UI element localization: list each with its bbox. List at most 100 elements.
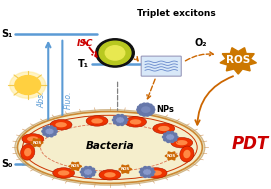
Circle shape — [117, 123, 120, 125]
Ellipse shape — [153, 123, 175, 134]
Circle shape — [125, 119, 128, 121]
Circle shape — [149, 112, 152, 115]
Text: ROS: ROS — [32, 141, 41, 145]
Circle shape — [96, 39, 134, 67]
Circle shape — [138, 111, 141, 113]
Circle shape — [143, 103, 146, 106]
Ellipse shape — [27, 136, 39, 142]
Text: ISC: ISC — [77, 39, 94, 48]
Circle shape — [121, 115, 124, 117]
Ellipse shape — [130, 119, 141, 125]
Ellipse shape — [21, 144, 35, 160]
Text: Fluo.: Fluo. — [64, 91, 73, 109]
Circle shape — [150, 111, 154, 113]
Polygon shape — [165, 152, 178, 160]
Circle shape — [147, 167, 151, 169]
Polygon shape — [220, 48, 256, 74]
Ellipse shape — [58, 170, 69, 176]
Circle shape — [93, 171, 96, 173]
Circle shape — [114, 122, 117, 124]
Circle shape — [151, 168, 154, 170]
Circle shape — [85, 167, 88, 169]
Text: S₁: S₁ — [1, 29, 12, 39]
Circle shape — [50, 126, 53, 128]
Circle shape — [50, 135, 53, 137]
Ellipse shape — [53, 168, 75, 178]
Ellipse shape — [125, 117, 146, 127]
Circle shape — [163, 136, 166, 138]
Circle shape — [114, 115, 126, 125]
Circle shape — [43, 133, 46, 135]
Circle shape — [15, 76, 41, 94]
Circle shape — [152, 171, 155, 173]
Ellipse shape — [50, 119, 72, 130]
Text: ROS: ROS — [121, 167, 130, 171]
Circle shape — [174, 133, 177, 136]
Ellipse shape — [180, 146, 194, 162]
Circle shape — [85, 175, 88, 177]
FancyBboxPatch shape — [141, 56, 181, 76]
Circle shape — [144, 167, 147, 169]
Circle shape — [144, 175, 147, 177]
FancyArrowPatch shape — [195, 76, 233, 125]
Circle shape — [42, 130, 45, 132]
Polygon shape — [119, 165, 132, 173]
Text: ROS: ROS — [226, 56, 250, 65]
Circle shape — [140, 104, 143, 107]
Ellipse shape — [176, 140, 188, 145]
Circle shape — [151, 108, 155, 111]
Circle shape — [92, 174, 95, 176]
Text: PDT: PDT — [231, 135, 269, 153]
Circle shape — [88, 175, 92, 177]
Circle shape — [53, 133, 56, 135]
Ellipse shape — [171, 138, 193, 148]
Circle shape — [174, 139, 177, 141]
Ellipse shape — [22, 134, 44, 144]
Circle shape — [124, 116, 127, 119]
Text: T₁: T₁ — [78, 59, 89, 69]
Circle shape — [54, 130, 57, 132]
Circle shape — [164, 132, 176, 142]
Text: Bacteria: Bacteria — [86, 141, 134, 150]
Circle shape — [43, 128, 46, 130]
Text: Abs.: Abs. — [37, 92, 46, 108]
Circle shape — [137, 108, 140, 111]
Ellipse shape — [150, 170, 162, 176]
Circle shape — [167, 132, 170, 134]
Circle shape — [43, 127, 56, 136]
Circle shape — [170, 140, 174, 143]
Circle shape — [80, 171, 83, 173]
Ellipse shape — [99, 170, 121, 180]
Ellipse shape — [24, 148, 31, 156]
Circle shape — [167, 140, 170, 143]
Text: O₂: O₂ — [195, 39, 207, 48]
Circle shape — [138, 106, 141, 109]
Circle shape — [105, 46, 125, 60]
Circle shape — [46, 135, 49, 137]
Circle shape — [151, 174, 154, 176]
Circle shape — [82, 174, 85, 176]
Text: Triplet excitons: Triplet excitons — [137, 9, 216, 18]
Text: RTP: RTP — [124, 113, 138, 122]
Circle shape — [141, 168, 144, 170]
Ellipse shape — [55, 122, 67, 127]
Text: S₀: S₀ — [1, 160, 12, 169]
Circle shape — [140, 112, 143, 115]
Polygon shape — [69, 162, 82, 170]
Ellipse shape — [28, 137, 58, 157]
Circle shape — [139, 104, 153, 115]
Circle shape — [141, 167, 153, 177]
Ellipse shape — [15, 110, 205, 185]
Circle shape — [143, 113, 146, 116]
Circle shape — [112, 119, 115, 121]
Ellipse shape — [183, 150, 191, 158]
Circle shape — [99, 41, 131, 65]
Text: ROS: ROS — [167, 154, 176, 158]
Circle shape — [164, 139, 167, 141]
Circle shape — [141, 174, 144, 176]
Circle shape — [10, 72, 46, 98]
Ellipse shape — [104, 172, 116, 177]
Circle shape — [147, 175, 151, 177]
Circle shape — [146, 113, 149, 116]
Ellipse shape — [17, 112, 202, 183]
